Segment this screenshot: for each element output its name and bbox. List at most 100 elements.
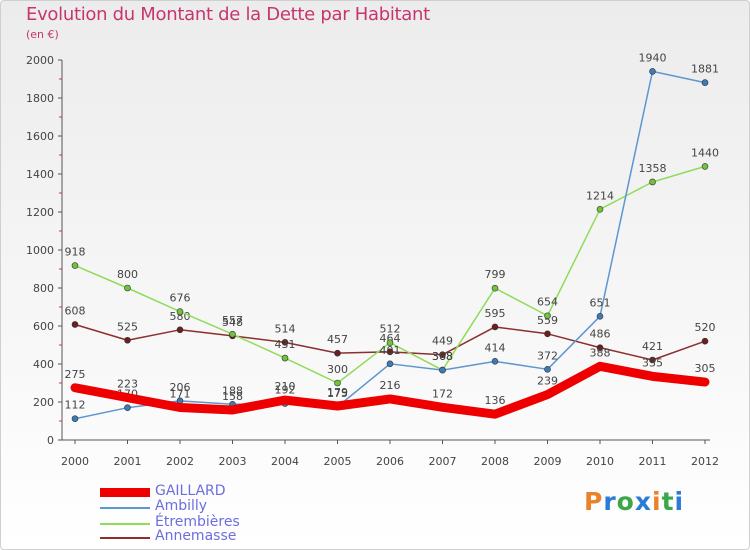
data-point: [649, 178, 656, 186]
legend-swatch-gaillard: [100, 488, 150, 497]
data-point: [387, 396, 393, 402]
data-label: 799: [485, 268, 506, 281]
data-label: 172: [432, 387, 453, 400]
x-tick-label: 2002: [166, 455, 194, 468]
logo-letter: t: [661, 487, 675, 516]
data-point: [334, 379, 341, 387]
data-label: 112: [65, 399, 86, 412]
legend-label-gaillard: GAILLARD: [155, 483, 226, 499]
data-label: 136: [485, 394, 506, 407]
data-point: [544, 312, 551, 320]
data-label: 486: [590, 328, 611, 341]
data-label: 239: [537, 375, 558, 388]
data-label: 372: [537, 349, 558, 362]
data-label: 335: [642, 356, 663, 369]
data-point: [282, 397, 288, 403]
data-point: [596, 344, 604, 351]
data-point: [230, 407, 235, 413]
data-label: 192: [275, 384, 296, 397]
data-label: 179: [327, 386, 348, 399]
data-point: [125, 395, 130, 401]
data-point: [124, 404, 131, 412]
data-point: [281, 354, 289, 362]
data-point: [544, 366, 551, 373]
data-label: 305: [695, 362, 716, 375]
data-label: 175: [327, 387, 348, 400]
data-label: 368: [432, 350, 453, 363]
data-point: [492, 411, 498, 417]
logo-letter: o: [616, 487, 635, 516]
logo-letter: r: [603, 487, 617, 516]
data-label: 464: [380, 332, 401, 345]
data-point: [596, 206, 604, 213]
data-point: [440, 404, 445, 410]
data-point: [491, 323, 499, 331]
y-tick-label: 1000: [26, 244, 54, 257]
logo-letter: x: [634, 487, 652, 516]
x-tick-label: 2011: [639, 455, 667, 468]
data-point: [71, 415, 79, 423]
data-point: [386, 348, 394, 356]
y-tick-label: 400: [33, 358, 54, 371]
data-point: [491, 284, 499, 292]
data-point: [229, 330, 236, 338]
data-label: 216: [380, 379, 401, 392]
legend-swatch-annemasse: [100, 537, 150, 539]
data-point: [386, 360, 394, 368]
x-tick-label: 2009: [534, 455, 562, 468]
data-label: 800: [117, 268, 138, 281]
data-label: 457: [327, 333, 348, 346]
data-label: 275: [65, 368, 86, 381]
data-label: 206: [170, 381, 191, 394]
data-point: [439, 366, 446, 374]
legend-label-etrembieres: Étrembières: [155, 514, 240, 530]
logo-letter: i: [674, 487, 685, 516]
x-tick-label: 2000: [61, 455, 89, 468]
data-label: 401: [380, 344, 401, 357]
legend-item-ambilly: Ambilly: [100, 498, 360, 515]
data-point: [701, 79, 709, 86]
data-label: 514: [275, 322, 296, 335]
data-label: 300: [327, 363, 348, 376]
x-tick-label: 2007: [429, 455, 457, 468]
y-tick-label: 800: [33, 282, 54, 295]
data-label: 171: [170, 388, 191, 401]
data-point: [177, 405, 183, 411]
data-label: 388: [590, 346, 611, 359]
legend-label-ambilly: Ambilly: [155, 498, 208, 514]
legend-swatch-etrembieres: [100, 523, 150, 525]
data-point: [649, 356, 656, 364]
data-point: [650, 373, 655, 379]
data-label: 918: [65, 246, 86, 259]
data-label: 431: [275, 338, 296, 351]
data-label: 1358: [639, 162, 667, 175]
data-point: [701, 163, 709, 170]
data-point: [124, 284, 131, 292]
y-tick-label: 0: [47, 434, 54, 447]
y-tick-label: 1600: [26, 130, 54, 143]
chart-subtitle: (en €): [26, 28, 59, 41]
data-label: 512: [380, 323, 401, 336]
y-tick-label: 2000: [26, 54, 54, 67]
data-label: 414: [485, 341, 506, 354]
data-point: [176, 326, 184, 334]
x-tick-label: 2003: [219, 455, 247, 468]
y-tick-label: 600: [33, 320, 54, 333]
legend-label-annemasse: Annemasse: [155, 528, 237, 544]
proxiti-logo: Proxiti: [584, 487, 684, 516]
data-label: 676: [170, 292, 191, 305]
data-label: 1214: [586, 189, 614, 202]
data-label: 1440: [691, 146, 719, 159]
data-point: [544, 330, 551, 338]
chart-title: Evolution du Montant de la Dette par Hab…: [26, 4, 430, 25]
data-point: [386, 339, 394, 347]
data-point: [596, 313, 604, 320]
x-tick-label: 2012: [691, 455, 719, 468]
data-label: 520: [695, 321, 716, 334]
x-tick-label: 2008: [481, 455, 509, 468]
data-label: 421: [642, 340, 663, 353]
logo-letter: P: [584, 487, 604, 516]
data-point: [71, 321, 79, 328]
